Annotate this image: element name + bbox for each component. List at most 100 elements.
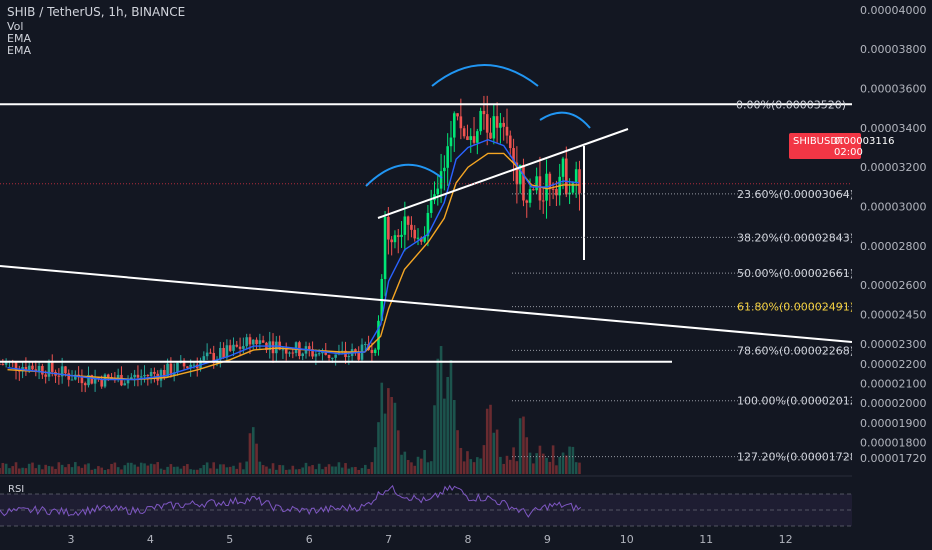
volume-bar (11, 466, 15, 474)
volume-bar (508, 459, 512, 474)
candle-body (87, 375, 90, 386)
x-tick-label: 6 (306, 533, 313, 546)
indicator-ema-label[interactable]: EMA (7, 44, 31, 57)
volume-bar (176, 466, 179, 474)
candle-body (123, 383, 127, 386)
rsi-line (0, 484, 582, 518)
volume-bar (396, 430, 400, 474)
candle-body (103, 374, 107, 387)
candle-body (522, 164, 525, 201)
candle-body (505, 126, 509, 136)
candle-body (251, 339, 255, 345)
volume-bar (113, 462, 117, 474)
candle-body (406, 216, 410, 225)
candle-body (106, 374, 110, 378)
volume-bar (162, 469, 166, 474)
candle-body (416, 237, 420, 239)
volume-bar (182, 465, 186, 474)
candle-body (34, 369, 38, 372)
candle-body (64, 366, 67, 374)
volume-bar (284, 469, 288, 474)
candle-body (202, 356, 206, 361)
candle-body (225, 345, 229, 358)
candle-body (281, 349, 285, 351)
candle-body (294, 342, 298, 353)
volume-bar (367, 468, 370, 474)
candle-body (363, 344, 367, 346)
volume-bar (413, 465, 417, 474)
candle-body (149, 371, 153, 377)
volume-bar (479, 458, 482, 474)
volume-bar (18, 468, 21, 474)
volume-bar (136, 466, 140, 474)
volume-bar (499, 456, 502, 474)
current-price-tag: SHIBUSDT 0.00003116 02:00 (789, 133, 894, 159)
candle-body (209, 352, 212, 354)
candle-body (74, 374, 77, 380)
volume-bar (37, 464, 41, 474)
volume-bar (77, 466, 80, 474)
candle-body (228, 345, 232, 351)
volume-bar (298, 469, 301, 474)
volume-bar (393, 402, 397, 474)
volume-bar (423, 450, 426, 474)
volume-bar (225, 467, 229, 474)
candle-body (50, 362, 54, 372)
candle-body (426, 212, 430, 237)
volume-bar (281, 465, 285, 474)
candle-body (192, 364, 196, 366)
candle-body (528, 189, 532, 203)
volume-bar (354, 466, 357, 474)
volume-bar (462, 461, 466, 474)
volume-bar (251, 427, 255, 474)
volume-bar (489, 404, 492, 474)
volume-bar (291, 465, 295, 474)
volume-bar (340, 467, 344, 474)
candle-body (143, 374, 146, 377)
candle-body (383, 216, 387, 279)
volume-bar (54, 468, 57, 474)
volume-bar (380, 382, 384, 474)
candle-body (459, 116, 463, 129)
x-tick-label: 4 (147, 533, 154, 546)
volume-bar (67, 464, 71, 474)
volume-bar (436, 358, 440, 474)
volume-bar (370, 462, 374, 474)
volume-bar (245, 461, 248, 474)
volume-bar (120, 469, 123, 474)
candle-body (166, 363, 169, 377)
y-tick-label: 0.00003200 (860, 161, 926, 174)
candle-body (541, 200, 545, 202)
candle-body (146, 374, 150, 377)
volume-bar (304, 462, 308, 474)
volume-bar (390, 396, 393, 474)
volume-bar (476, 457, 479, 474)
volume-bar (334, 466, 337, 474)
indicator-vol-label[interactable]: Vol (7, 20, 24, 33)
chart-title: SHIB / TetherUS, 1h, BINANCE (7, 5, 186, 19)
volume-bar (505, 455, 509, 474)
volume-bar (133, 464, 136, 474)
volume-bar (179, 468, 183, 474)
descending-trendline (0, 265, 853, 343)
volume-bars (0, 346, 581, 474)
volume-bar (545, 457, 548, 474)
volume-bar (383, 413, 387, 474)
rsi-label[interactable]: RSI (8, 484, 25, 495)
volume-bar (558, 456, 562, 474)
volume-bar (215, 468, 219, 474)
candle-body (561, 158, 565, 177)
volume-bar (255, 443, 258, 474)
candle-body (456, 113, 459, 117)
candle-body (139, 376, 143, 378)
right-shoulder-arc (539, 111, 591, 129)
volume-bar (426, 462, 430, 474)
indicator-ema-label[interactable]: EMA (7, 32, 31, 45)
candle-body (492, 116, 496, 139)
volume-bar (186, 464, 189, 474)
candle-body (116, 374, 120, 380)
volume-bar (492, 432, 496, 474)
volume-bar (275, 469, 278, 474)
volume-bar (199, 468, 202, 474)
